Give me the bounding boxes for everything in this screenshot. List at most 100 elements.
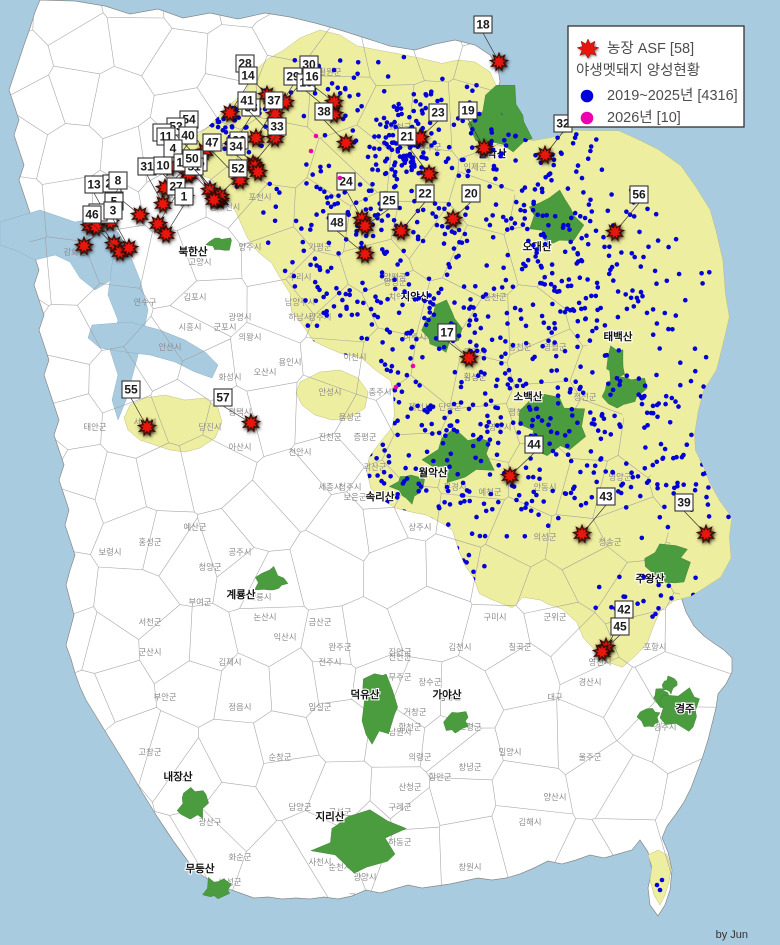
svg-text:양주시: 양주시 (239, 242, 262, 252)
svg-text:의성군: 의성군 (534, 532, 557, 542)
svg-text:월악산: 월악산 (419, 466, 448, 479)
svg-text:의령군: 의령군 (409, 752, 432, 762)
svg-text:북한산: 북한산 (179, 245, 208, 258)
svg-text:구례군: 구례군 (389, 802, 412, 812)
svg-text:34: 34 (229, 140, 243, 154)
svg-text:함안군: 함안군 (429, 772, 452, 782)
svg-text:부안군: 부안군 (154, 692, 177, 702)
svg-text:임실군: 임실군 (309, 702, 332, 712)
svg-text:창원시: 창원시 (459, 862, 482, 872)
svg-text:김제시: 김제시 (219, 657, 242, 667)
svg-text:상주시: 상주시 (409, 522, 432, 532)
svg-text:13: 13 (87, 178, 101, 192)
svg-text:논산시: 논산시 (254, 612, 277, 622)
svg-text:by Jun: by Jun (716, 929, 748, 941)
svg-text:속리산: 속리산 (366, 490, 395, 503)
svg-text:경산시: 경산시 (579, 677, 602, 687)
svg-text:광명시: 광명시 (229, 312, 252, 322)
svg-text:25: 25 (382, 194, 396, 208)
svg-text:보령시: 보령시 (99, 547, 122, 557)
svg-text:청양군: 청양군 (199, 562, 222, 572)
svg-text:47: 47 (205, 136, 219, 150)
svg-text:2026년 [10]: 2026년 [10] (607, 109, 681, 126)
svg-text:이천시: 이천시 (344, 352, 367, 362)
svg-text:천안시: 천안시 (289, 447, 312, 457)
svg-text:무주군: 무주군 (389, 672, 412, 682)
svg-text:43: 43 (599, 490, 613, 504)
svg-text:17: 17 (440, 326, 454, 340)
svg-text:하동군: 하동군 (389, 837, 412, 847)
svg-text:태안군: 태안군 (84, 422, 107, 432)
svg-text:남양주시: 남양주시 (285, 297, 316, 307)
svg-text:1: 1 (181, 190, 188, 204)
svg-text:양산시: 양산시 (544, 792, 567, 802)
svg-text:정읍시: 정읍시 (229, 702, 252, 712)
svg-text:증평군: 증평군 (354, 432, 377, 442)
svg-text:8: 8 (115, 174, 122, 188)
svg-text:거창군: 거창군 (404, 707, 427, 717)
svg-text:고양시: 고양시 (189, 257, 212, 267)
svg-text:칠곡군: 칠곡군 (509, 642, 532, 652)
svg-text:45: 45 (613, 620, 627, 634)
svg-text:태백산: 태백산 (604, 330, 633, 343)
svg-text:31: 31 (140, 160, 154, 174)
svg-text:46: 46 (85, 208, 99, 222)
svg-text:56: 56 (632, 188, 646, 202)
svg-text:41: 41 (240, 94, 254, 108)
svg-text:44: 44 (527, 438, 541, 452)
svg-text:의왕시: 의왕시 (239, 332, 262, 342)
svg-text:야생멧돼지 양성현황: 야생멧돼지 양성현황 (576, 62, 700, 79)
svg-text:당진시: 당진시 (199, 422, 222, 432)
svg-text:안성시: 안성시 (319, 387, 342, 397)
svg-text:40: 40 (181, 129, 195, 143)
svg-text:완주군: 완주군 (329, 642, 352, 652)
svg-text:구미시: 구미시 (484, 612, 507, 622)
svg-text:철원군: 철원군 (319, 67, 342, 77)
svg-text:화순군: 화순군 (229, 852, 252, 862)
svg-text:38: 38 (317, 105, 331, 119)
svg-text:가야산: 가야산 (433, 688, 462, 701)
svg-text:순창군: 순창군 (269, 752, 292, 762)
svg-text:아산시: 아산시 (229, 442, 252, 452)
svg-text:세종시: 세종시 (319, 482, 342, 492)
svg-text:청송군: 청송군 (599, 537, 622, 547)
svg-text:김해시: 김해시 (519, 817, 542, 827)
svg-text:평택시: 평택시 (229, 407, 252, 417)
svg-text:보은군: 보은군 (344, 492, 367, 502)
svg-text:밀양시: 밀양시 (499, 747, 522, 757)
svg-text:20: 20 (464, 187, 478, 201)
svg-text:무등산: 무등산 (186, 862, 215, 875)
svg-text:광산구: 광산구 (199, 817, 222, 827)
svg-text:55: 55 (124, 383, 138, 397)
svg-text:고창군: 고창군 (139, 747, 162, 757)
svg-text:14: 14 (241, 69, 255, 83)
svg-text:지리산: 지리산 (316, 810, 345, 823)
svg-text:덕유산: 덕유산 (351, 688, 380, 701)
svg-text:18: 18 (476, 18, 490, 32)
svg-text:계룡산: 계룡산 (227, 588, 256, 601)
svg-text:화성시: 화성시 (219, 372, 242, 382)
svg-text:22: 22 (418, 187, 432, 201)
svg-text:진안군: 진안군 (389, 652, 412, 662)
svg-text:50: 50 (185, 152, 199, 166)
svg-text:창녕군: 창녕군 (459, 762, 482, 772)
svg-text:연수구: 연수구 (134, 297, 157, 307)
svg-text:33: 33 (270, 120, 284, 134)
svg-text:합천군: 합천군 (399, 722, 422, 732)
svg-text:농장 ASF [58]: 농장 ASF [58] (607, 40, 694, 57)
svg-text:군산시: 군산시 (139, 647, 162, 657)
svg-text:광양시: 광양시 (354, 872, 377, 882)
svg-text:경주: 경주 (675, 702, 695, 715)
svg-text:37: 37 (267, 94, 281, 108)
svg-text:산청군: 산청군 (399, 782, 422, 792)
svg-text:내장산: 내장산 (164, 770, 193, 783)
svg-text:42: 42 (617, 603, 631, 617)
svg-text:사천시: 사천시 (309, 857, 332, 867)
svg-text:예산군: 예산군 (184, 522, 207, 532)
svg-text:52: 52 (231, 162, 245, 176)
svg-text:군위군: 군위군 (544, 612, 567, 622)
svg-text:오산시: 오산시 (254, 367, 277, 377)
svg-text:21: 21 (400, 130, 414, 144)
svg-text:19: 19 (461, 104, 475, 118)
svg-text:용인시: 용인시 (279, 357, 302, 367)
